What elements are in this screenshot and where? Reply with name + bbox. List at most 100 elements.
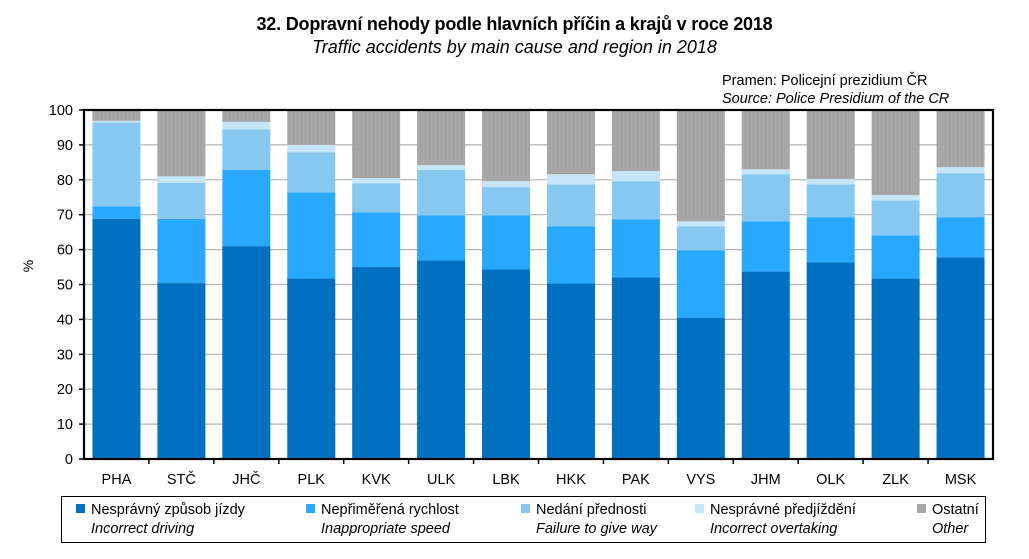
bar-segment bbox=[482, 187, 531, 216]
bar-segment bbox=[676, 221, 725, 227]
legend-item: Nesprávné předjíždění Incorrect overtakin… bbox=[695, 501, 856, 539]
bar-segment bbox=[806, 179, 855, 185]
bar-segment bbox=[676, 317, 725, 459]
x-tick-labels: PHA STČ JHČ PLK KVK ULK LBK HKK PAK VYS JHM OLK ZLK M… bbox=[102, 471, 977, 488]
bar-segment bbox=[157, 182, 206, 219]
bar-segment bbox=[92, 120, 141, 123]
y-tick-label: 10 bbox=[57, 417, 73, 433]
bar-segment bbox=[546, 283, 595, 459]
bar-segment bbox=[546, 226, 595, 284]
bar-segment bbox=[871, 235, 920, 279]
bar-stack-LBK bbox=[482, 110, 531, 459]
bar-segment bbox=[546, 110, 595, 175]
legend-label-en: Incorrect driving bbox=[91, 521, 195, 537]
bar-segment bbox=[287, 152, 336, 193]
bar-segment bbox=[611, 171, 660, 182]
x-tick-label: HKK bbox=[556, 472, 586, 488]
bar-stack-PAK bbox=[611, 110, 660, 459]
legend-label-cz: Nedání přednosti bbox=[536, 502, 647, 518]
x-tick-label: VYS bbox=[686, 472, 715, 488]
bar-stack-PLK bbox=[287, 110, 336, 459]
legend-label-cz: Ostatní bbox=[932, 502, 979, 518]
bar-stack-JHČ bbox=[222, 110, 271, 459]
bar-segment bbox=[806, 262, 855, 459]
bar-segment bbox=[417, 260, 466, 459]
bar-segment bbox=[352, 267, 401, 459]
bar-stack-ULK bbox=[417, 110, 466, 459]
bar-stack-KVK bbox=[352, 110, 401, 459]
legend-item: Nesprávný způsob jízdy Incorrect driving bbox=[76, 501, 245, 539]
x-tick-label: JHČ bbox=[232, 471, 260, 488]
x-tick-label: ZLK bbox=[882, 472, 909, 488]
bar-segment bbox=[871, 200, 920, 236]
bar-stack-ZLK bbox=[871, 110, 920, 459]
bar-segment bbox=[611, 181, 660, 220]
bar-segment bbox=[482, 181, 531, 188]
y-tick-label: 100 bbox=[49, 103, 73, 119]
x-tick-label: ULK bbox=[427, 472, 456, 488]
x-tick-label: MSK bbox=[945, 472, 977, 488]
legend-label-cz: Nesprávný způsob jízdy bbox=[91, 502, 245, 518]
x-tick-label: PAK bbox=[622, 472, 650, 488]
bar-segment bbox=[482, 269, 531, 459]
legend-swatch bbox=[917, 504, 926, 513]
x-tick-label: PLK bbox=[298, 472, 326, 488]
y-tick-label: 90 bbox=[57, 138, 73, 154]
bar-segment bbox=[157, 176, 206, 183]
source-cz: Pramen: Policejní prezidium ČR bbox=[722, 73, 928, 89]
bar-segment bbox=[936, 257, 985, 459]
bar-segment bbox=[352, 110, 401, 179]
bar-segment bbox=[936, 110, 985, 168]
legend: Nesprávný způsob jízdy Incorrect driving N… bbox=[61, 496, 986, 543]
y-tick-label: 20 bbox=[57, 382, 73, 398]
bar-segment bbox=[741, 221, 790, 272]
bar-segment bbox=[871, 110, 920, 196]
bar-stack-PHA bbox=[92, 110, 141, 459]
bar-segment bbox=[741, 271, 790, 459]
bar-segment bbox=[806, 184, 855, 218]
gridlines bbox=[84, 144, 993, 425]
bar-segment bbox=[352, 183, 401, 213]
bar-segment bbox=[92, 110, 141, 121]
bar-segment bbox=[417, 215, 466, 261]
legend-swatch bbox=[76, 504, 85, 513]
bar-segment bbox=[92, 206, 141, 219]
y-tick-label: 30 bbox=[57, 347, 73, 363]
legend-item: Nepřiměřená rychlost Inappropriate speed bbox=[306, 501, 459, 539]
bar-segment bbox=[611, 277, 660, 459]
bar-segment bbox=[352, 212, 401, 268]
x-tick-label: JHM bbox=[751, 472, 781, 488]
y-tick-label: 70 bbox=[57, 208, 73, 224]
y-tick-label: 60 bbox=[57, 243, 73, 259]
bar-segment bbox=[936, 173, 985, 218]
bar-segment bbox=[676, 226, 725, 251]
bar-segment bbox=[741, 110, 790, 170]
y-tick-label: 40 bbox=[57, 312, 73, 328]
y-tick-label: 50 bbox=[57, 278, 73, 294]
bars bbox=[92, 110, 985, 459]
bar-segment bbox=[287, 110, 336, 145]
source-en: Source: Police Presidium of the CR bbox=[722, 91, 950, 107]
x-tick-label: STČ bbox=[167, 471, 196, 488]
bar-stack-STČ bbox=[157, 110, 206, 459]
legend-swatch bbox=[306, 504, 315, 513]
bar-segment bbox=[157, 218, 206, 284]
chart-subtitle: Traffic accidents by main cause and regi… bbox=[312, 37, 717, 57]
bar-segment bbox=[417, 110, 466, 166]
legend-label-en: Inappropriate speed bbox=[321, 521, 450, 537]
y-tick-labels: 0 10 20 30 40 50 60 70 80 90 100 bbox=[49, 103, 73, 468]
legend-item: Ostatní Other bbox=[917, 501, 979, 539]
legend-label-en: Failure to give way bbox=[536, 521, 657, 537]
bar-segment bbox=[806, 217, 855, 263]
bar-segment bbox=[222, 246, 271, 459]
bar-segment bbox=[676, 250, 725, 318]
bar-segment bbox=[676, 110, 725, 222]
source-note: Pramen: Policejní prezidium ČR Source: P… bbox=[722, 72, 949, 108]
bar-segment bbox=[546, 174, 595, 185]
bar-segment bbox=[417, 165, 466, 171]
bar-segment bbox=[92, 218, 141, 459]
bar-segment bbox=[611, 219, 660, 278]
x-tick-label: LBK bbox=[492, 472, 520, 488]
bar-segment bbox=[936, 167, 985, 174]
